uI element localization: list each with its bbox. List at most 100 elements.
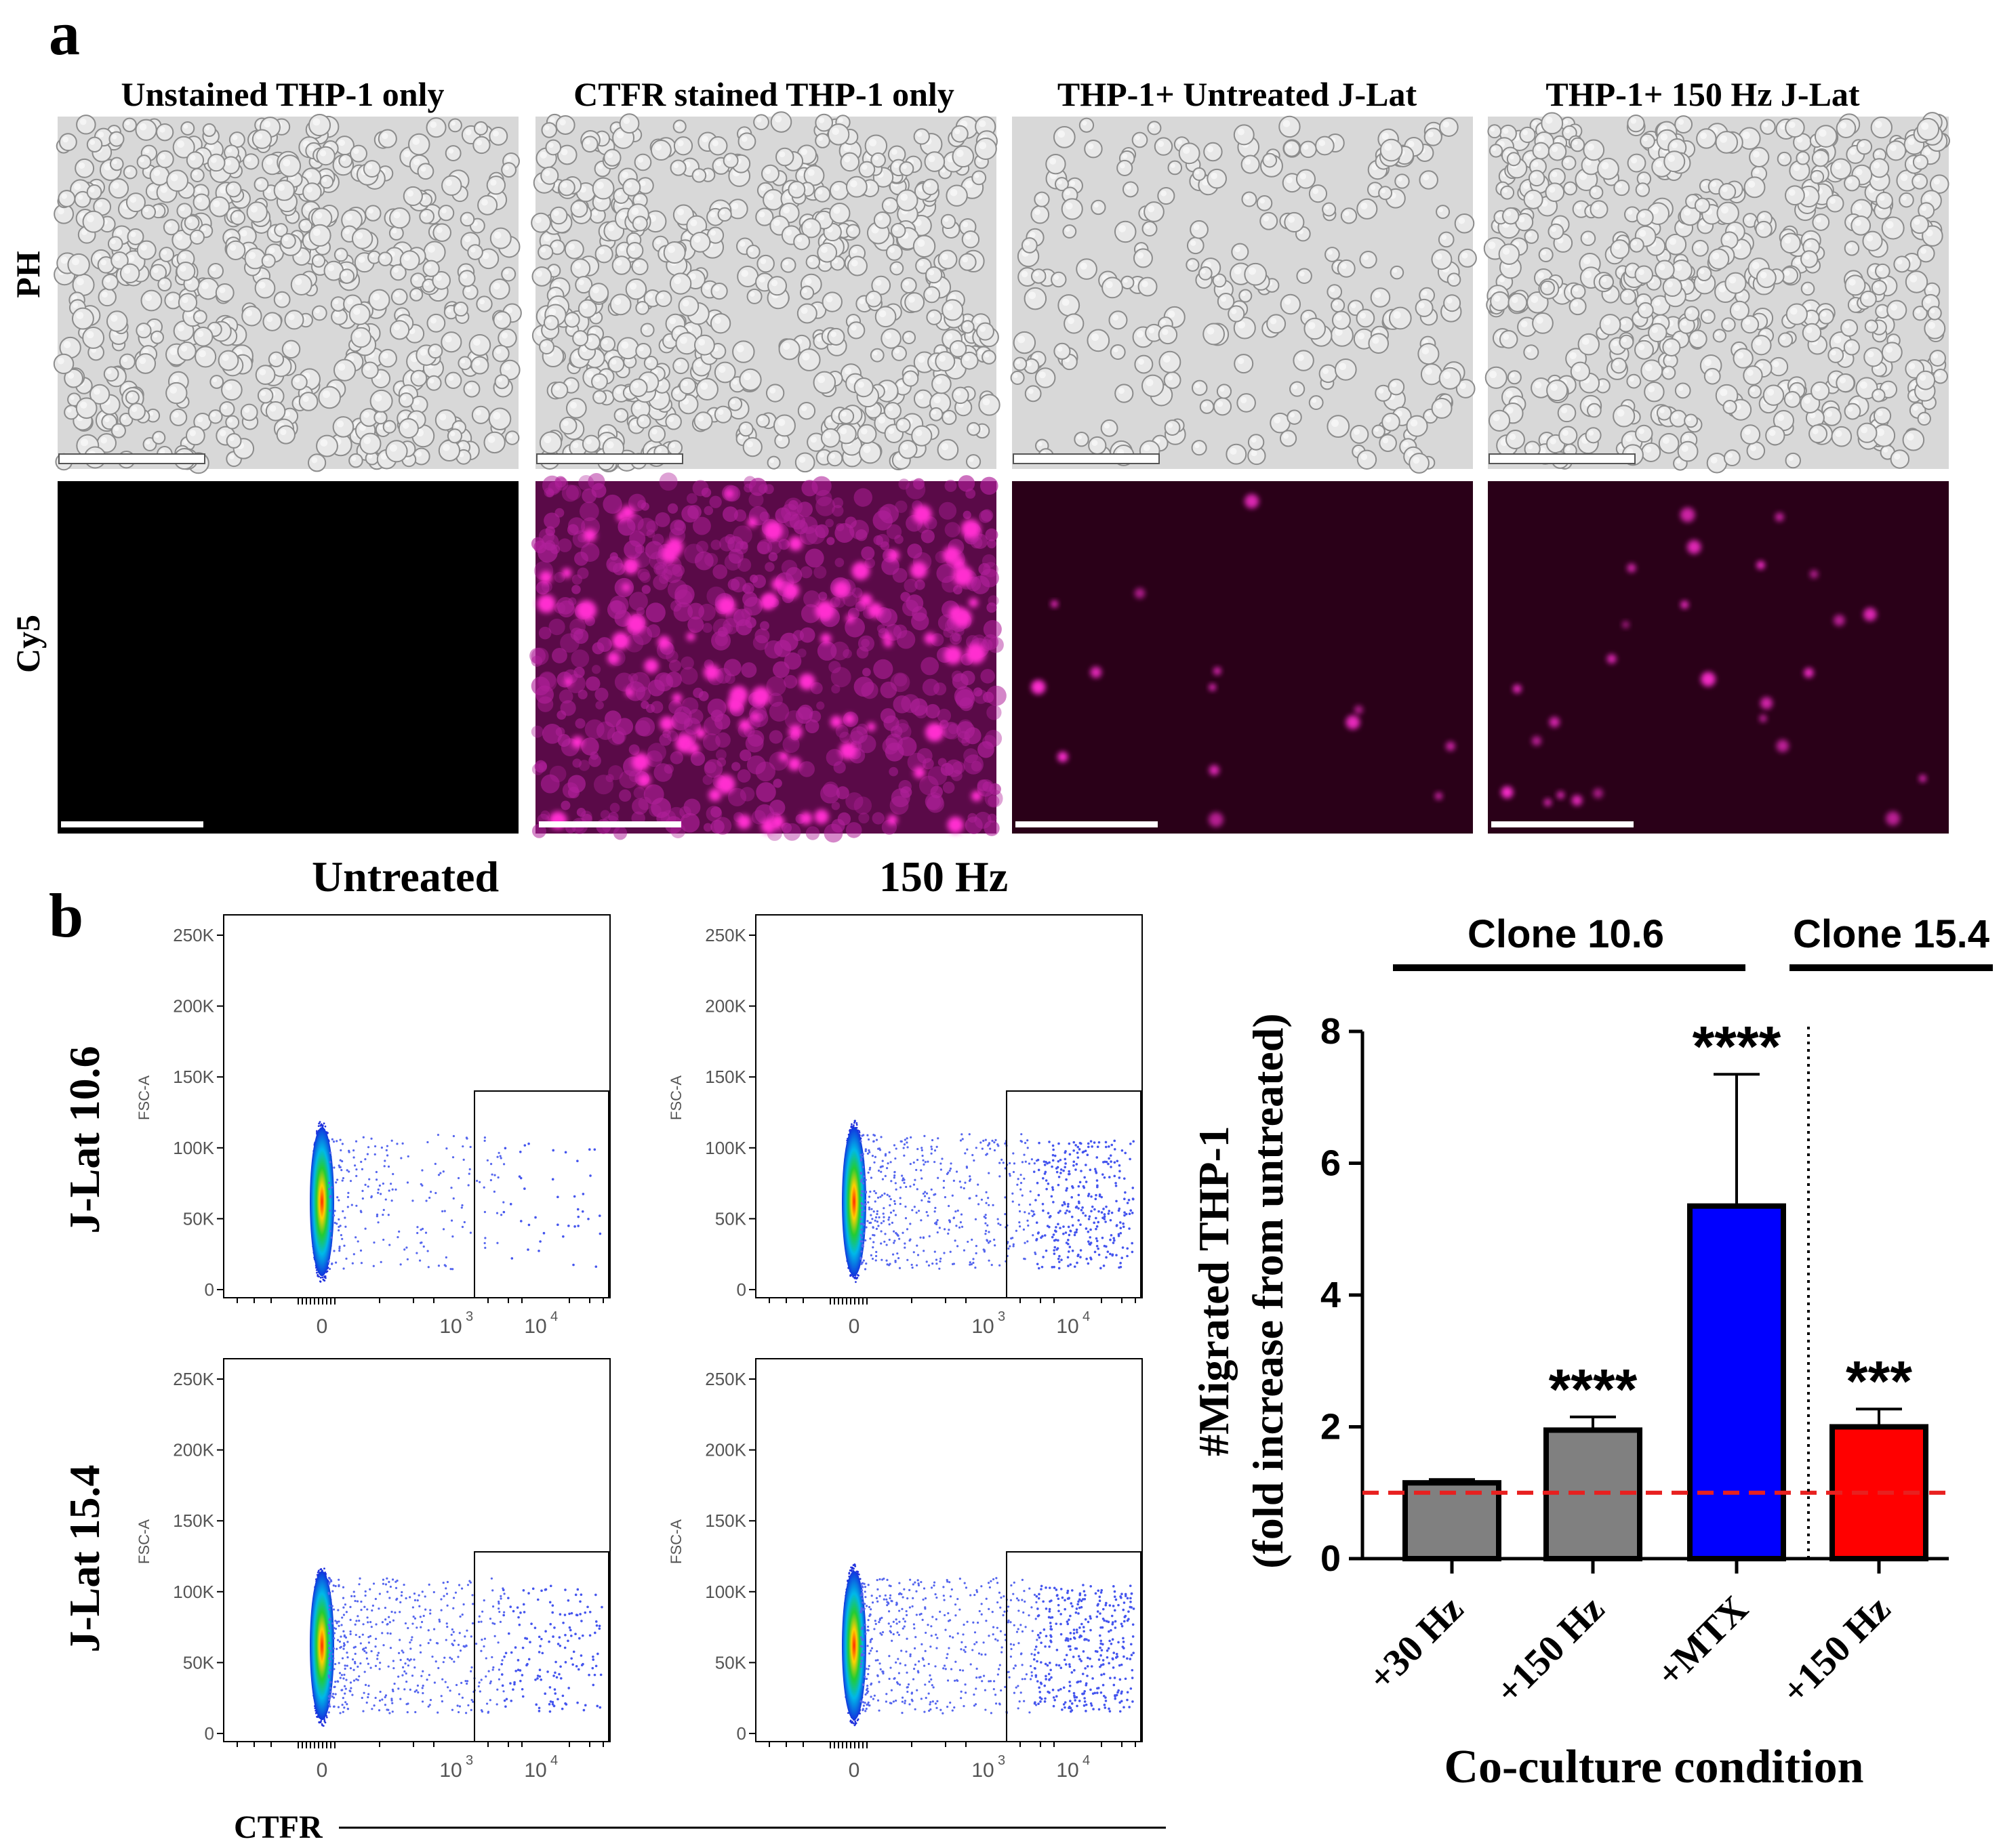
dense-population xyxy=(842,1127,866,1277)
bar-category-label: +30 Hz xyxy=(1360,1588,1472,1699)
bar-y-axis-title-line1: #Migrated THP-1 xyxy=(1190,1126,1238,1456)
bar-y-tick-label: 4 xyxy=(1320,1275,1341,1315)
flow-cytometry-plots: 250K 200K 150K 100K 50K 0 FSC-A 0 10 3 10 4 250K 200K… xyxy=(136,914,1143,1782)
flow-plot-1: 250K 200K 150K 100K 50K 0 FSC-A 0 10 3 10 4 xyxy=(136,914,611,1338)
panel-a-col-title-3: THP-1+ Untreated J-Lat xyxy=(1057,75,1417,113)
flow-x-tick-label: 0 xyxy=(317,1759,328,1782)
bar-significance: *** xyxy=(1846,1349,1912,1413)
bar-y-tick-label: 6 xyxy=(1320,1143,1341,1184)
flow-y-tick-label: 150K xyxy=(173,1067,214,1087)
panel-b-label: b xyxy=(49,881,83,950)
flow-y-tick-label: 50K xyxy=(715,1652,747,1672)
flow-y-axis-label: FSC-A xyxy=(668,1075,685,1120)
flow-x-tick-label: 0 xyxy=(849,1315,860,1338)
scale-bar xyxy=(539,821,681,827)
flow-x-tick-label: 10 xyxy=(971,1315,994,1338)
flow-x-tick-exponent: 3 xyxy=(466,1753,473,1768)
flow-plot-frame xyxy=(223,1358,611,1742)
panel-a-label: a xyxy=(49,0,80,68)
flow-col-title-150hz: 150 Hz xyxy=(879,853,1008,901)
flow-y-tick-label: 0 xyxy=(205,1279,214,1300)
flow-x-tick-label: 10 xyxy=(1056,1759,1078,1782)
bar-y-tick-label: 2 xyxy=(1320,1407,1341,1447)
flow-y-tick-label: 200K xyxy=(705,1440,746,1460)
flow-y-tick-label: 0 xyxy=(205,1723,214,1744)
ph-image-3 xyxy=(1010,115,1477,474)
flow-y-axis-label: FSC-A xyxy=(136,1075,153,1120)
panel-a-col-title-2: CTFR stained THP-1 only xyxy=(573,75,954,113)
flow-x-tick-exponent: 4 xyxy=(1083,1753,1090,1768)
flow-plot-3: 250K 200K 150K 100K 50K 0 FSC-A 0 10 3 10 4 xyxy=(136,1358,611,1782)
bar-3 xyxy=(1687,1203,1786,1561)
flow-x-tick-exponent: 3 xyxy=(466,1309,473,1324)
flow-y-tick-label: 250K xyxy=(173,925,214,945)
ctfr-gate xyxy=(474,1090,609,1298)
flow-y-tick-label: 100K xyxy=(173,1138,214,1158)
flow-y-tick-label: 250K xyxy=(173,1369,214,1389)
bar-y-tick-label: 0 xyxy=(1320,1538,1341,1579)
panel-a-col-title-4: THP-1+ 150 Hz J-Lat xyxy=(1545,75,1860,113)
cy5-image-2 xyxy=(529,472,1007,843)
flow-y-tick-label: 150K xyxy=(705,1511,746,1531)
flow-x-tick-label: 10 xyxy=(1056,1315,1078,1338)
flow-x-tick-label: 10 xyxy=(524,1759,546,1782)
flow-y-tick-label: 100K xyxy=(705,1582,746,1602)
cy5-fluorescence-row xyxy=(58,472,1949,843)
scale-bar xyxy=(536,453,683,464)
flow-plot-frame xyxy=(223,914,611,1298)
flow-plot-2: 250K 200K 150K 100K 50K 0 FSC-A 0 10 3 10 4 xyxy=(668,914,1143,1338)
bar-x-axis-title: Co-culture condition xyxy=(1444,1741,1864,1793)
flow-y-tick-label: 250K xyxy=(705,1369,746,1389)
flow-x-tick-label: 10 xyxy=(971,1759,994,1782)
flow-y-tick-label: 50K xyxy=(183,1652,215,1672)
flow-x-tick-label: 10 xyxy=(524,1315,546,1338)
ctfr-gate xyxy=(474,1551,609,1742)
group-label: Clone 10.6 xyxy=(1468,912,1664,956)
group-label: Clone 15.4 xyxy=(1793,912,1989,956)
panel-a: a Unstained THP-1 only CTFR stained THP-… xyxy=(9,0,1950,843)
flow-x-tick-exponent: 4 xyxy=(550,1309,558,1324)
flow-y-tick-label: 250K xyxy=(705,925,746,945)
flow-plot-4: 250K 200K 150K 100K 50K 0 FSC-A 0 10 3 10 4 xyxy=(668,1358,1143,1782)
panel-a-col-title-1: Unstained THP-1 only xyxy=(121,75,445,113)
flow-row-title-10-6: J-Lat 10.6 xyxy=(60,1046,108,1233)
dense-population xyxy=(310,1127,334,1277)
panel-a-row-label-cy5: Cy5 xyxy=(9,615,47,673)
flow-y-tick-label: 100K xyxy=(705,1138,746,1158)
flow-y-tick-label: 150K xyxy=(173,1511,214,1531)
bar-category-label: +MTX xyxy=(1648,1588,1756,1696)
scale-bar xyxy=(1015,821,1158,827)
flow-y-tick-label: 200K xyxy=(173,996,214,1017)
ph-image-2 xyxy=(531,111,1000,473)
ctfr-gate xyxy=(1006,1551,1141,1742)
scale-bar xyxy=(1491,821,1634,827)
flow-plot-frame xyxy=(755,914,1143,1298)
bar-y-axis-title-line2: (fold increase from untreated) xyxy=(1244,1013,1292,1568)
flow-x-tick-exponent: 3 xyxy=(998,1309,1005,1324)
bar-y-tick-label: 8 xyxy=(1320,1011,1341,1052)
ctfr-gate xyxy=(1006,1090,1141,1298)
bar-category-label: +150 Hz xyxy=(1774,1588,1899,1712)
phase-contrast-row xyxy=(53,111,1950,474)
bar-significance: **** xyxy=(1549,1357,1638,1421)
flow-y-tick-label: 200K xyxy=(705,996,746,1017)
flow-y-axis-label: FSC-A xyxy=(668,1519,685,1564)
flow-x-tick-exponent: 4 xyxy=(550,1753,558,1768)
bar-1 xyxy=(1402,1480,1501,1562)
flow-y-tick-label: 50K xyxy=(183,1208,215,1229)
dense-population xyxy=(842,1571,866,1721)
cy5-image-4 xyxy=(1488,481,1949,834)
flow-y-tick-label: 0 xyxy=(737,1279,746,1300)
flow-col-title-untreated: Untreated xyxy=(312,853,499,901)
flow-y-tick-label: 0 xyxy=(737,1723,746,1744)
flow-x-tick-exponent: 4 xyxy=(1083,1309,1090,1324)
flow-y-axis-label: FSC-A xyxy=(136,1519,153,1564)
cy5-image-1 xyxy=(58,481,519,834)
flow-x-tick-label: 0 xyxy=(849,1759,860,1782)
flow-y-tick-label: 200K xyxy=(173,1440,214,1460)
flow-y-tick-label: 100K xyxy=(173,1582,214,1602)
panel-a-row-label-ph: PH xyxy=(9,251,47,298)
flow-y-tick-label: 150K xyxy=(705,1067,746,1087)
flow-y-tick-label: 50K xyxy=(715,1208,747,1229)
